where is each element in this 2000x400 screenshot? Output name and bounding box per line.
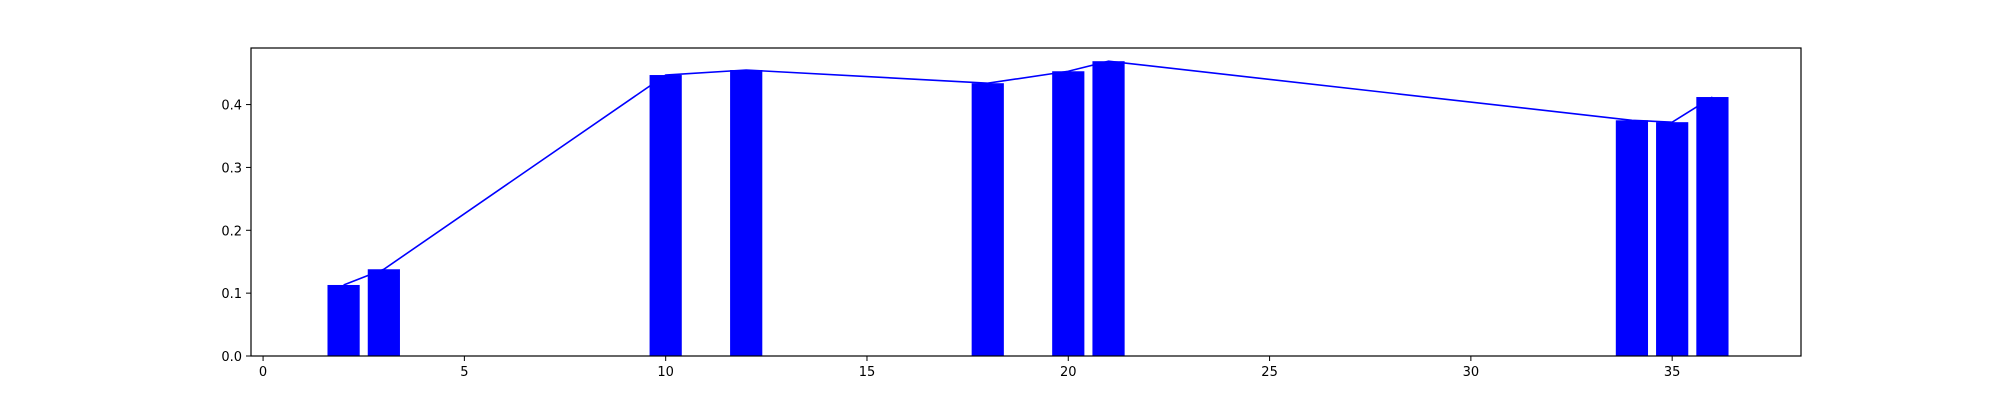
- x-tick-label: 20: [1060, 365, 1077, 380]
- bar-21: [1092, 61, 1125, 356]
- bars-group: [327, 61, 1729, 356]
- x-tick-label: 30: [1463, 365, 1480, 380]
- bar-18: [971, 83, 1004, 356]
- bar-34: [1615, 120, 1649, 356]
- x-tick-label: 15: [859, 365, 876, 380]
- x-tick-label: 35: [1664, 365, 1681, 380]
- bar-3: [367, 269, 400, 356]
- bar-35: [1656, 122, 1689, 356]
- y-tick-label: 0.1: [221, 287, 242, 302]
- x-tick-label: 10: [657, 365, 674, 380]
- bar-12: [730, 70, 763, 356]
- bar-10: [649, 75, 682, 356]
- bar-2: [327, 284, 360, 356]
- y-tick-label: 0.0: [221, 350, 242, 365]
- y-axis: 0.0 0.1 0.2 0.3 0.4: [221, 99, 251, 365]
- bar-36: [1696, 97, 1729, 356]
- plot-frame: [250, 47, 1802, 357]
- x-axis: 0 5 10 15 20 25 30 35: [259, 356, 1681, 380]
- bar-20: [1052, 71, 1085, 356]
- x-tick-label: 0: [259, 365, 267, 380]
- line-series: [343, 60, 1713, 286]
- x-tick-label: 5: [460, 365, 468, 380]
- y-tick-label: 0.2: [221, 224, 242, 239]
- line-series-group: [343, 60, 1713, 286]
- y-tick-label: 0.4: [221, 99, 242, 114]
- x-tick-label: 25: [1261, 365, 1278, 380]
- y-tick-label: 0.3: [221, 161, 242, 176]
